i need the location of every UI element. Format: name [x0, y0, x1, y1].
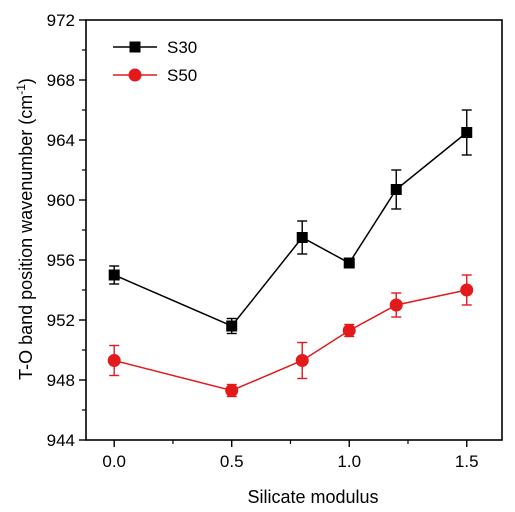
- y-axis-label-close: ): [16, 78, 36, 84]
- y-axis-label: T-O band position wavenumber (cm-1): [14, 78, 36, 380]
- y-tick-label: 956: [47, 251, 75, 270]
- series-line: [114, 289, 467, 392]
- series-s30: [108, 109, 473, 335]
- data-point: [108, 269, 120, 281]
- y-tick-label: 968: [47, 71, 75, 90]
- legend-marker: [129, 41, 141, 53]
- data-point: [460, 283, 474, 297]
- series-layer: [107, 109, 474, 398]
- x-tick-label: 0.5: [220, 452, 244, 471]
- y-axis: 944 948 952 956 960 964 968 972: [47, 11, 86, 450]
- legend-label: S30: [167, 38, 197, 57]
- data-point: [226, 320, 238, 332]
- data-point: [107, 354, 121, 367]
- data-point: [342, 324, 356, 337]
- y-tick-label: 964: [47, 131, 75, 150]
- x-tick-label: 1.5: [455, 452, 479, 471]
- y-tick-label: 952: [47, 311, 75, 330]
- series-s50: [107, 274, 474, 398]
- x-axis: 0.0 0.5 1.0 1.5: [102, 440, 479, 471]
- x-tick-label: 1.0: [337, 452, 361, 471]
- plot-border: [85, 19, 503, 441]
- x-axis-label: Silicate modulus: [247, 487, 378, 507]
- legend-item-s50: S50: [113, 66, 197, 85]
- legend-item-s30: S30: [113, 38, 197, 57]
- data-point: [343, 257, 355, 269]
- data-point: [296, 232, 308, 243]
- y-tick-label: 948: [47, 371, 75, 390]
- legend-marker: [128, 68, 142, 82]
- y-tick-label: 972: [47, 11, 75, 30]
- legend-label: S50: [167, 66, 197, 85]
- x-tick-label: 0.0: [102, 452, 126, 471]
- data-point: [295, 354, 309, 367]
- data-point: [389, 298, 403, 312]
- plot-frame: [85, 19, 503, 441]
- y-tick-label: 960: [47, 191, 75, 210]
- y-axis-label-superscript: -1: [14, 84, 28, 95]
- y-axis-label-main: T-O band position wavenumber (cm: [16, 95, 36, 380]
- series-line: [113, 131, 468, 327]
- data-point: [225, 384, 239, 397]
- y-tick-label: 944: [47, 431, 75, 450]
- data-point: [461, 127, 473, 138]
- data-point: [390, 184, 402, 195]
